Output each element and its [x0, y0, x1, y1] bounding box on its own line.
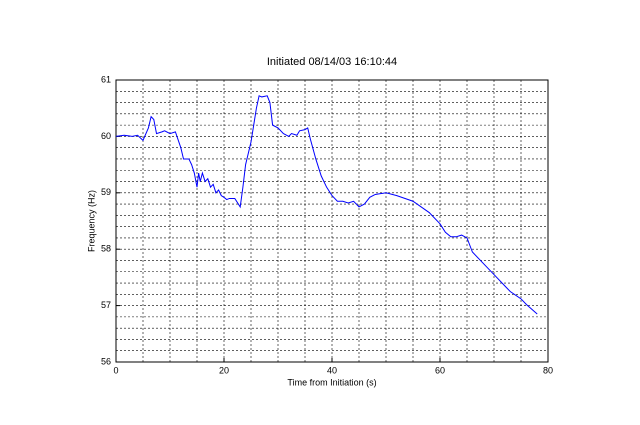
- data-line: [115, 95, 538, 315]
- y-axis-label: Frequency (Hz): [86, 190, 96, 252]
- y-tick-label: 60: [101, 131, 111, 141]
- chart-title: Initiated 08/14/03 16:10:44: [267, 56, 397, 68]
- y-tick-label: 59: [101, 187, 111, 197]
- x-axis-label: Time from Initiation (s): [287, 377, 376, 387]
- x-tick-label: 60: [435, 365, 445, 375]
- x-tick-label: 40: [327, 365, 337, 375]
- y-tick-label: 58: [101, 244, 111, 254]
- x-tick-label: 20: [219, 365, 229, 375]
- x-tick-label: 0: [113, 365, 118, 375]
- y-tick-label: 61: [101, 74, 111, 84]
- y-tick-label: 56: [101, 356, 111, 366]
- plot-frame: [115, 79, 549, 363]
- x-tick-label: 80: [543, 365, 553, 375]
- y-tick-label: 57: [101, 300, 111, 310]
